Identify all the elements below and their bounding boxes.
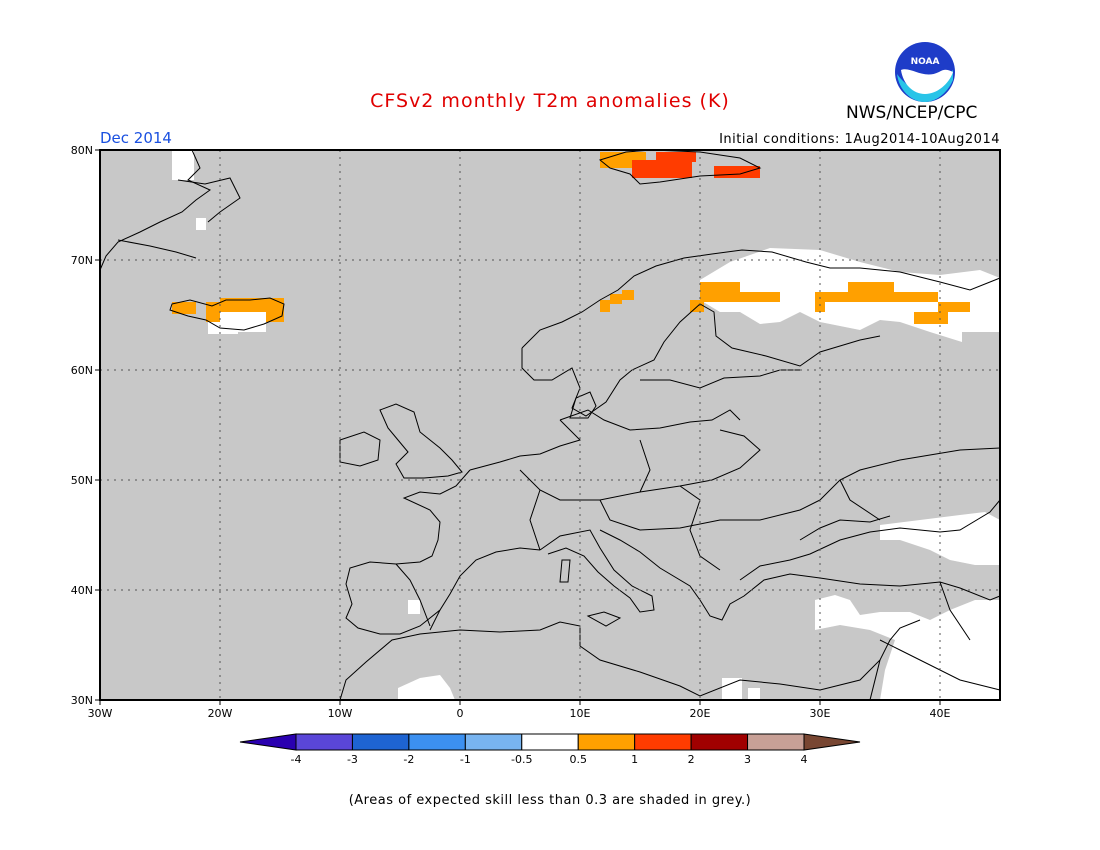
lat-tick-label: 50N bbox=[71, 474, 93, 487]
forecast-month: Dec 2014 bbox=[100, 129, 172, 147]
grid-lines bbox=[100, 150, 1000, 700]
colorbar-label: 2 bbox=[688, 753, 695, 766]
lon-tick-label: 10E bbox=[570, 707, 591, 720]
colorbar-segment bbox=[521, 733, 579, 751]
latitude-axis: 30N 40N 50N 60N 70N 80N bbox=[71, 144, 100, 707]
lon-tick-label: 30W bbox=[88, 707, 113, 720]
colorbar-label: -0.5 bbox=[511, 753, 532, 766]
lon-tick-label: 20E bbox=[690, 707, 711, 720]
coastlines bbox=[99, 149, 1001, 701]
map-title: CFSv2 monthly T2m anomalies (K) bbox=[370, 90, 730, 112]
colorbar-label: 4 bbox=[801, 753, 808, 766]
colorbar-segment bbox=[464, 733, 523, 751]
colorbar-label: -4 bbox=[291, 753, 302, 766]
colorbar: -4 -3 -2 -1 -0.5 0.5 1 2 3 4 bbox=[239, 733, 861, 766]
colorbar-high-extension bbox=[803, 733, 861, 751]
colorbar-segment bbox=[634, 733, 692, 751]
lon-tick-label: 0 bbox=[457, 707, 464, 720]
initial-conditions: Initial conditions: 1Aug2014-10Aug2014 bbox=[719, 132, 1000, 147]
colorbar-label: -1 bbox=[460, 753, 471, 766]
skill-footnote: (Areas of expected skill less than 0.3 a… bbox=[348, 793, 752, 808]
colorbar-low-extension bbox=[239, 733, 297, 751]
longitude-axis: 30W 20W 10W 0 10E 20E 30E 40E bbox=[88, 700, 951, 720]
lat-tick-label: 80N bbox=[71, 144, 93, 157]
colorbar-segment bbox=[351, 733, 410, 751]
lon-tick-label: 30E bbox=[810, 707, 831, 720]
colorbar-segment bbox=[747, 733, 805, 751]
colorbar-label: -2 bbox=[403, 753, 414, 766]
colorbar-label: 0.5 bbox=[569, 753, 587, 766]
colorbar-label: 1 bbox=[631, 753, 638, 766]
noaa-logo-text: NOAA bbox=[911, 57, 940, 67]
colorbar-segment bbox=[577, 733, 636, 751]
colorbar-label: 3 bbox=[744, 753, 751, 766]
lon-tick-label: 20W bbox=[208, 707, 233, 720]
lon-tick-label: 10W bbox=[328, 707, 353, 720]
noaa-logo: NOAA bbox=[893, 40, 957, 104]
colorbar-segment bbox=[295, 733, 353, 751]
lat-tick-label: 60N bbox=[71, 364, 93, 377]
lat-tick-label: 40N bbox=[71, 584, 93, 597]
lat-tick-label: 30N bbox=[71, 694, 93, 707]
colorbar-segment bbox=[690, 733, 749, 751]
lon-tick-label: 40E bbox=[930, 707, 951, 720]
colorbar-segment bbox=[408, 733, 466, 751]
map-border bbox=[99, 149, 1001, 701]
lat-tick-label: 70N bbox=[71, 254, 93, 267]
colorbar-label: -3 bbox=[347, 753, 358, 766]
agency-label: NWS/NCEP/CPC bbox=[846, 103, 978, 123]
